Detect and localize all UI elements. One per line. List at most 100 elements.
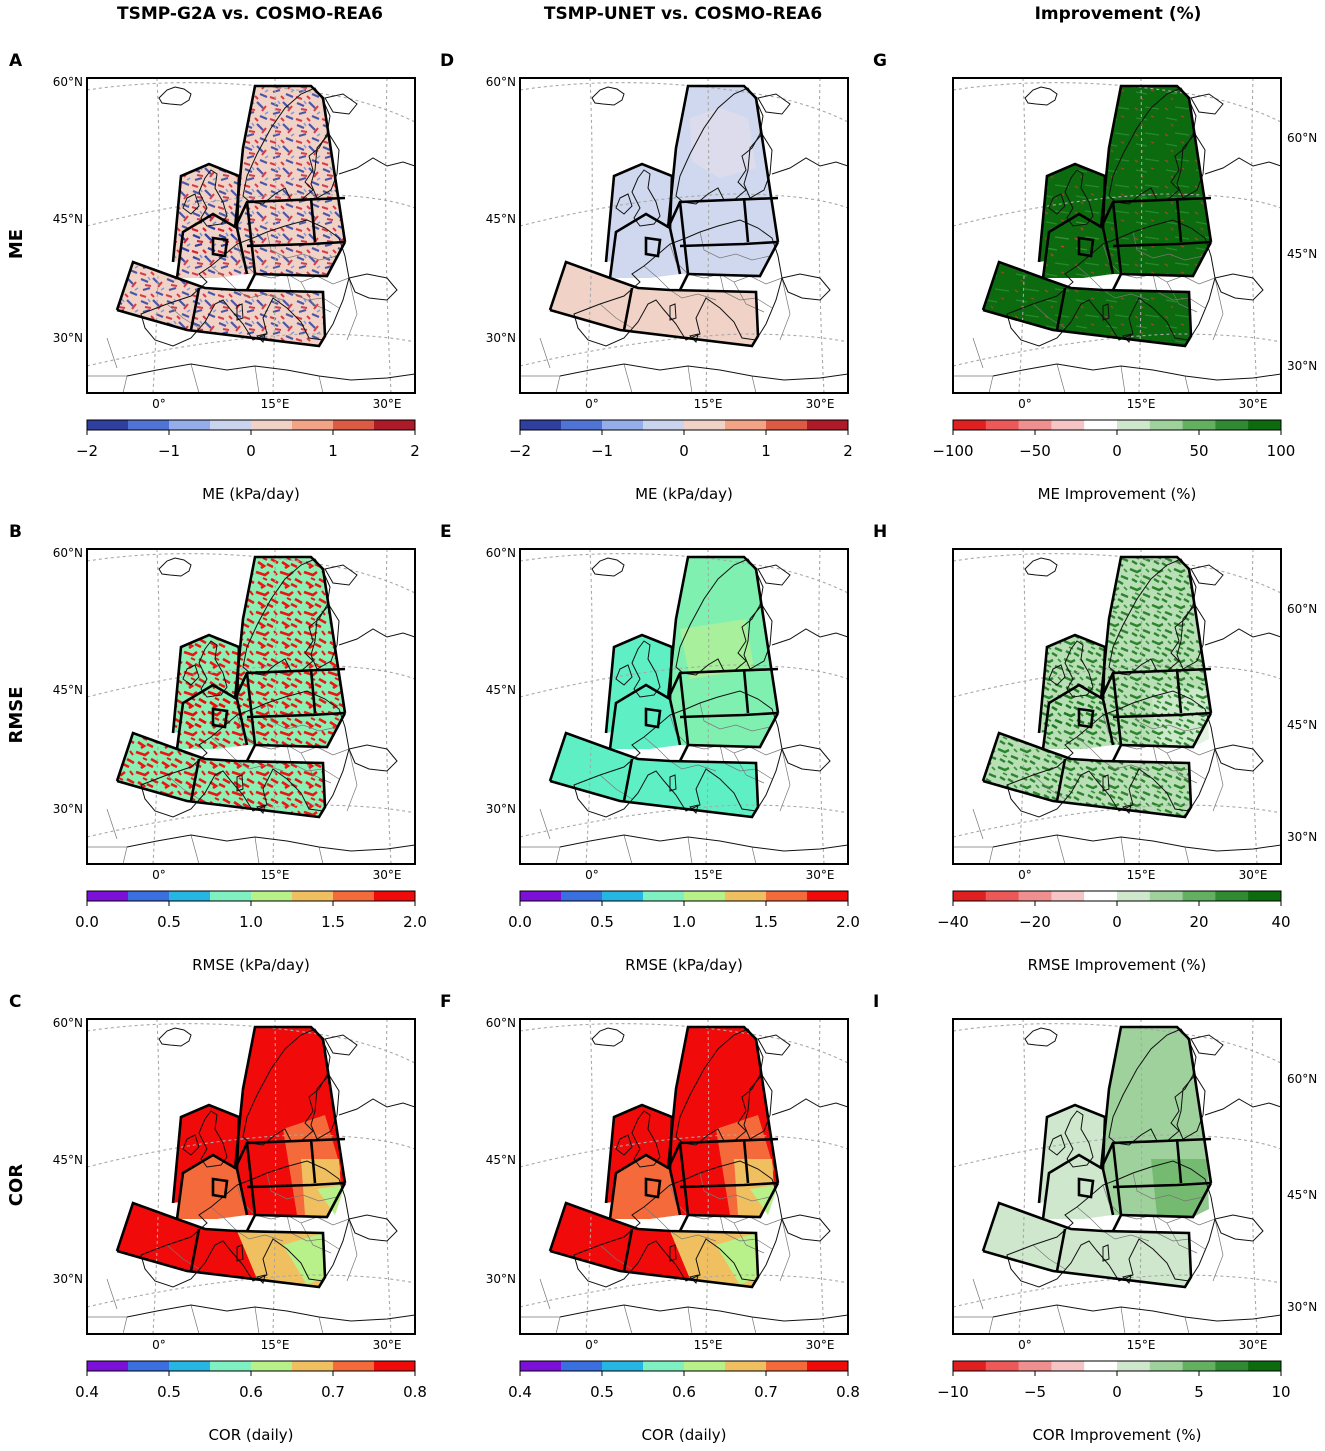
colorbar-tick-label: 1 [328, 442, 338, 460]
map-content [953, 549, 1281, 864]
lon-tick-label: 0° [1018, 868, 1032, 882]
lon-tick-label: 15°E [261, 1338, 290, 1352]
map-content [520, 78, 848, 393]
coast-line [1176, 133, 1206, 199]
domain-outline [1120, 241, 1213, 278]
row-label: RMSE [6, 686, 27, 743]
coast-line [348, 1214, 398, 1242]
lat-tick-label: 30°N [1287, 359, 1317, 373]
lat-tick-label: 30°N [486, 1272, 516, 1286]
coast-line [1204, 157, 1281, 175]
graticule-line [953, 1023, 1281, 1064]
colorbar-tick-label: 1.0 [672, 913, 696, 931]
lon-tick-label: 15°E [694, 397, 723, 411]
graticule-line [953, 193, 1281, 227]
coast-line [781, 1214, 831, 1242]
graticule [520, 1019, 848, 1334]
colorbar-segment [766, 420, 808, 430]
data-region [750, 1185, 778, 1215]
domain-outline [981, 260, 1193, 348]
colorbar-tick-label: 1.5 [754, 913, 778, 931]
domain-outline [1037, 1103, 1107, 1204]
lat-tick-label: 30°N [53, 331, 83, 345]
coast-line [1108, 1028, 1197, 1146]
border-line [1056, 834, 1190, 864]
map-panel-a: A 60°N 45°N 30°N 0° 15°E 30°E −2 −1 0 1 2 ME (kPa/da… [9, 51, 420, 503]
colorbar-tick-label: 10 [1271, 1383, 1290, 1401]
border-line [1132, 231, 1204, 261]
border-line [1132, 1172, 1204, 1202]
coast-line [615, 1134, 633, 1156]
colorbar-segment [643, 420, 685, 430]
domain-outline [1077, 236, 1095, 258]
lat-tick-label: 45°N [53, 212, 83, 226]
row-label: ME [6, 229, 27, 259]
coast-line [198, 1110, 228, 1168]
colorbar-tick-label: 0 [1112, 442, 1122, 460]
coast-line [1048, 664, 1066, 686]
domain-outline [115, 1201, 327, 1289]
domain-outlines [115, 1025, 347, 1289]
coast-line [1190, 1034, 1224, 1056]
border-line [749, 746, 783, 756]
domain-outline [1111, 201, 1123, 275]
coast-line [1190, 564, 1224, 586]
graticule-line [152, 549, 160, 864]
colorbar-segment [807, 1361, 849, 1371]
border-line [166, 303, 200, 329]
colorbar: 0.0 0.5 1.0 1.5 2.0 RMSE (kPa/day) [75, 890, 427, 974]
coast-line [1108, 87, 1197, 205]
graticule [87, 549, 415, 864]
coastlines [126, 557, 415, 852]
graticule-line [1018, 1019, 1026, 1334]
colorbar-segment [1248, 1361, 1282, 1371]
border-line [719, 744, 773, 780]
coast-line [310, 133, 340, 199]
coast-line [1190, 93, 1224, 115]
colorbar-tick-label: −10 [937, 1383, 969, 1401]
colorbar: −2 −1 0 1 2 ME (kPa/day) [76, 419, 420, 503]
coast-line [781, 273, 831, 301]
colorbar-segment [953, 1361, 987, 1371]
colorbar-segment [292, 1361, 334, 1371]
border-line [266, 702, 338, 732]
coast-line [573, 690, 783, 818]
border-line [210, 736, 284, 772]
coastlines [992, 557, 1281, 852]
colorbar-segment [1149, 420, 1183, 430]
border-line [1032, 1244, 1066, 1270]
colorbar-segment [520, 1361, 562, 1371]
border-line [210, 265, 284, 301]
lat-tick-label: 60°N [486, 75, 516, 89]
lat-tick-label: 45°N [486, 683, 516, 697]
coast-line [140, 690, 350, 818]
lon-tick-label: 0° [152, 397, 166, 411]
coast-line [1214, 744, 1264, 772]
domain-outline [742, 197, 750, 243]
domain-outline [622, 1228, 634, 1272]
graticule-line [818, 78, 825, 393]
domain-outline [1120, 712, 1213, 749]
domain-outline [211, 707, 229, 729]
coast-line [182, 664, 200, 686]
border-line [643, 1206, 717, 1242]
colorbar-segment [1117, 420, 1151, 430]
graticule-line [87, 664, 415, 698]
colorbar-segment [210, 420, 252, 430]
domain-outline [1111, 273, 1123, 291]
domain-outline [115, 260, 327, 348]
domain-outline [548, 260, 760, 348]
coast-line [743, 604, 773, 670]
domain-outline [678, 672, 690, 746]
lat-tick-label: 30°N [1287, 1300, 1317, 1314]
colorbar-segment [169, 1361, 211, 1371]
colorbar-segment [374, 891, 416, 901]
lat-tick-label: 60°N [53, 1016, 83, 1030]
data-region [183, 1155, 247, 1219]
data-field [983, 1027, 1211, 1287]
lat-tick-label: 60°N [1287, 131, 1317, 145]
domain-outline [189, 1228, 201, 1272]
domain-outline [246, 240, 346, 248]
domain-outline [254, 1182, 347, 1219]
data-field [550, 557, 778, 817]
